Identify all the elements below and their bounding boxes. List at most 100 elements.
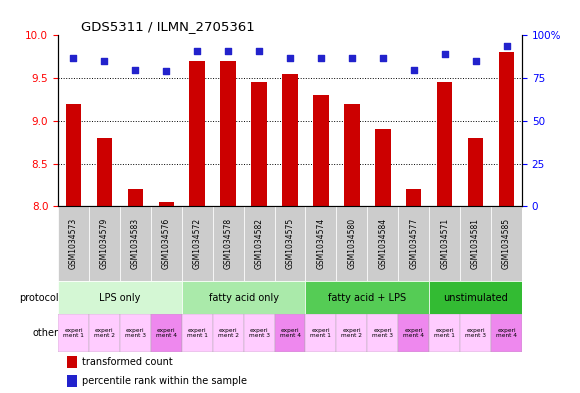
Text: experi
ment 4: experi ment 4 [156,328,177,338]
Bar [406,189,422,206]
Bar [429,206,460,281]
Text: transformed count: transformed count [82,357,173,367]
Bar [158,202,174,206]
Point [409,66,418,73]
Bar [282,74,298,206]
Text: GSM1034574: GSM1034574 [317,218,325,269]
Bar [89,206,120,281]
Bar [120,206,151,281]
Text: GSM1034571: GSM1034571 [440,218,449,269]
Point [378,55,387,61]
Bar [67,356,78,368]
Text: GSM1034576: GSM1034576 [162,218,171,269]
Text: GSM1034581: GSM1034581 [471,218,480,269]
Point [255,48,264,54]
Text: GSM1034579: GSM1034579 [100,218,109,269]
Text: GSM1034575: GSM1034575 [285,218,295,269]
Bar [58,206,89,281]
Text: experi
ment 2: experi ment 2 [94,328,115,338]
Bar [306,314,336,352]
Bar [151,314,182,352]
Text: GSM1034583: GSM1034583 [131,218,140,269]
Text: GSM1034580: GSM1034580 [347,218,356,269]
Text: GSM1034573: GSM1034573 [69,218,78,269]
Text: experi
ment 2: experi ment 2 [342,328,362,338]
Bar [336,206,367,281]
Text: experi
ment 1: experi ment 1 [187,328,208,338]
Text: experi
ment 3: experi ment 3 [125,328,146,338]
Text: GSM1034577: GSM1034577 [409,218,418,269]
Bar [251,83,267,206]
Bar [220,61,236,206]
Text: unstimulated: unstimulated [443,293,508,303]
Bar [499,52,514,206]
Text: fatty acid only: fatty acid only [209,293,278,303]
Text: experi
ment 4: experi ment 4 [280,328,300,338]
Text: experi
ment 4: experi ment 4 [403,328,424,338]
Text: protocol: protocol [19,293,59,303]
Bar [429,314,460,352]
Bar [398,206,429,281]
Bar [306,206,336,281]
Point [100,58,109,64]
Bar [151,206,182,281]
Point [316,55,325,61]
Bar [89,314,120,352]
Text: fatty acid + LPS: fatty acid + LPS [328,293,407,303]
Bar [460,206,491,281]
Bar [66,104,81,206]
Point [69,55,78,61]
Bar [375,129,390,206]
Bar [367,314,398,352]
Point [471,58,480,64]
Text: experi
ment 3: experi ment 3 [465,328,486,338]
Bar [67,375,78,387]
Text: GSM1034585: GSM1034585 [502,218,511,269]
Text: percentile rank within the sample: percentile rank within the sample [82,376,247,386]
Text: GSM1034582: GSM1034582 [255,218,263,269]
Bar [398,314,429,352]
Bar [460,314,491,352]
Bar [244,206,274,281]
Bar [128,189,143,206]
Text: experi
ment 1: experi ment 1 [434,328,455,338]
Text: experi
ment 4: experi ment 4 [496,328,517,338]
Bar [274,314,306,352]
Point [502,42,511,49]
Bar [491,206,522,281]
Point [285,55,295,61]
Text: GSM1034578: GSM1034578 [224,218,233,269]
Point [162,68,171,74]
Bar [437,83,452,206]
Bar [58,314,89,352]
Bar [97,138,112,206]
Point [193,48,202,54]
Bar [182,281,306,314]
Text: experi
ment 3: experi ment 3 [372,328,393,338]
Text: experi
ment 3: experi ment 3 [249,328,270,338]
Bar [306,281,429,314]
Text: GSM1034584: GSM1034584 [378,218,387,269]
Point [440,51,450,57]
Point [347,55,357,61]
Bar [336,314,367,352]
Point [223,48,233,54]
Bar [120,314,151,352]
Bar [429,281,522,314]
Bar [213,206,244,281]
Text: LPS only: LPS only [99,293,140,303]
Bar [190,61,205,206]
Text: GDS5311 / ILMN_2705361: GDS5311 / ILMN_2705361 [81,20,255,33]
Bar [244,314,274,352]
Bar [491,314,522,352]
Text: experi
ment 1: experi ment 1 [310,328,331,338]
Text: other: other [32,328,59,338]
Point [130,66,140,73]
Bar [213,314,244,352]
Text: GSM1034572: GSM1034572 [193,218,202,269]
Bar [58,281,182,314]
Bar [313,95,329,206]
Bar [274,206,306,281]
Bar [367,206,398,281]
Bar [182,314,213,352]
